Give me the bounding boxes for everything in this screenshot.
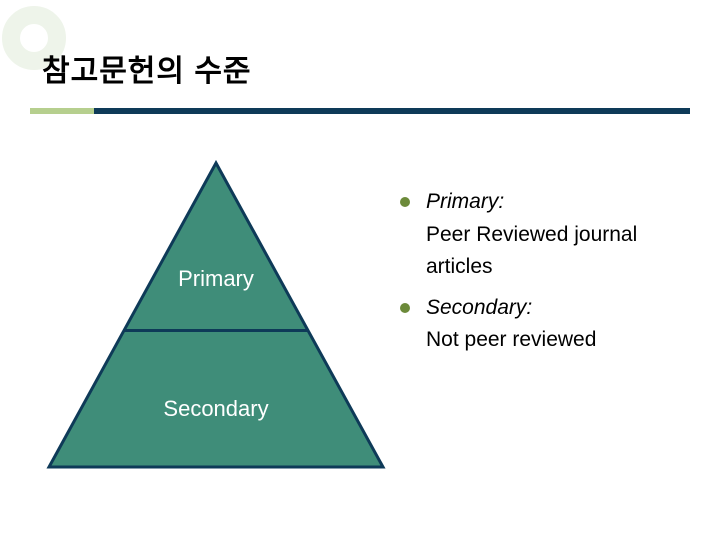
- bullet-dot-icon: [400, 303, 410, 313]
- bullet-item-primary: Primary: Peer Reviewed journal articles: [400, 186, 700, 284]
- slide: 참고문헌의 수준 Primary Secondary Primary: Peer…: [0, 0, 720, 540]
- pyramid-label-bottom: Secondary: [136, 396, 296, 422]
- page-title: 참고문헌의 수준: [42, 46, 252, 90]
- bullet-dot-icon: [400, 197, 410, 207]
- bullet-heading: Secondary:: [426, 296, 532, 319]
- bullet-item-secondary: Secondary: Not peer reviewed: [400, 292, 700, 357]
- bullet-body: Peer Reviewed journal articles: [426, 223, 637, 279]
- pyramid-label-top: Primary: [136, 266, 296, 292]
- bullet-body: Not peer reviewed: [426, 328, 596, 351]
- title-underline: [30, 104, 690, 122]
- underline-accent: [30, 108, 94, 114]
- underline-main: [94, 108, 690, 114]
- bullet-list: Primary: Peer Reviewed journal articles …: [400, 186, 700, 365]
- bullet-heading: Primary:: [426, 190, 504, 213]
- pyramid-diagram: [46, 160, 386, 470]
